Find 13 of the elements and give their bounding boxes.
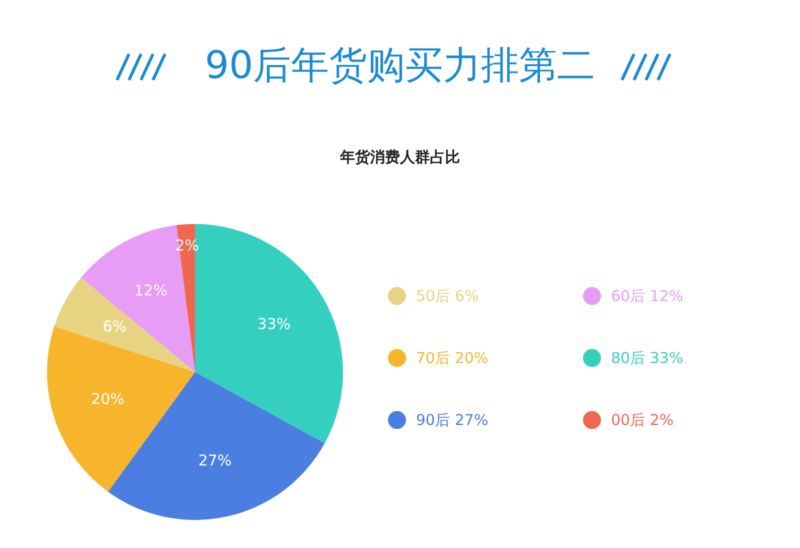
legend-label: 70后 20% [415, 348, 490, 368]
data-label: 6% [102, 318, 126, 336]
legend-label: 90后 27% [415, 410, 490, 430]
legend-label: 80后 33% [610, 348, 684, 368]
legend-label: 60后 12% [610, 286, 684, 306]
chart-subtitle: 年货消费人群占比 [338, 148, 461, 167]
legend-label: 00后 2% [610, 410, 675, 430]
chart-title: 90后年货购买力排第二 [204, 42, 596, 89]
data-label: 12% [134, 281, 168, 300]
data-label: 33% [257, 315, 291, 334]
data-label: 27% [198, 451, 232, 470]
data-label: 20% [91, 390, 124, 408]
legend-label: 50后 6% [415, 286, 480, 306]
